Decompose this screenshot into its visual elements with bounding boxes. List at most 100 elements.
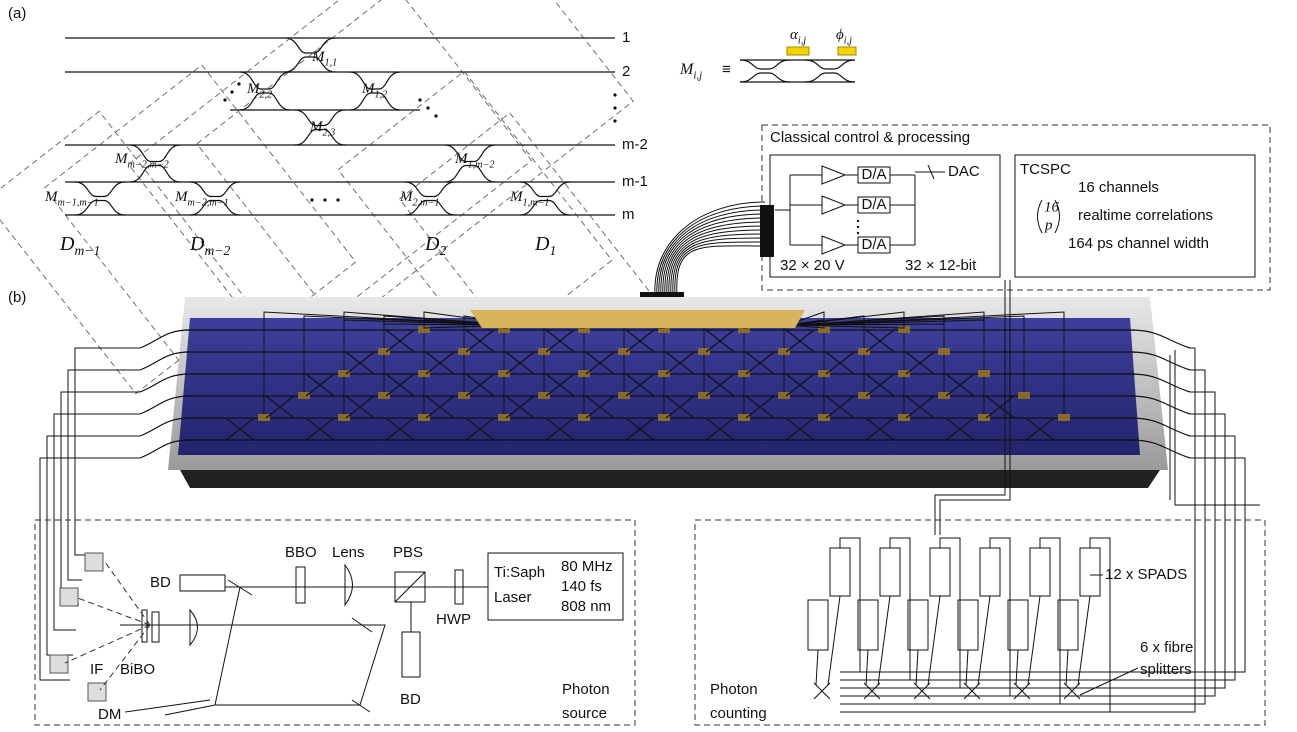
fibre-line xyxy=(60,391,140,606)
ribbon-wire xyxy=(660,213,766,296)
symbol: M xyxy=(44,189,59,205)
chip-coupler xyxy=(265,395,295,419)
ellipsis-dot xyxy=(856,231,860,235)
diagonal-box xyxy=(127,0,533,359)
heater xyxy=(658,370,670,377)
math-label: M2,m−1 xyxy=(399,189,439,208)
beam-dump xyxy=(401,631,421,678)
photon-paths xyxy=(64,561,151,691)
gold-trace xyxy=(786,324,825,329)
label: ≡ xyxy=(722,61,731,78)
symbol: D xyxy=(189,233,205,255)
paren xyxy=(1037,199,1060,234)
subscript: m−2 xyxy=(204,243,230,258)
heater xyxy=(418,370,430,377)
coupler xyxy=(404,181,456,198)
label: Lens xyxy=(332,544,365,561)
crystal xyxy=(295,566,306,604)
subscript: 2 xyxy=(439,243,446,258)
chip-coupler xyxy=(585,395,615,419)
label: 32 × 20 V xyxy=(780,257,845,274)
heater xyxy=(938,348,950,355)
heater xyxy=(738,326,750,333)
ribbon-wire xyxy=(658,209,766,296)
gold-trace xyxy=(343,319,513,370)
coupler xyxy=(804,59,856,70)
symbol: M xyxy=(679,61,695,78)
chip-coupler xyxy=(625,329,655,353)
subscript: 2,3 xyxy=(323,128,336,139)
symbol: M xyxy=(311,49,326,65)
label: 12 x SPADS xyxy=(1105,566,1187,583)
symbol: M xyxy=(399,189,414,205)
fibre-line xyxy=(934,280,1011,535)
label: 6 x fibre xyxy=(1140,639,1193,656)
coupler xyxy=(739,72,791,83)
ellipsis-dot xyxy=(856,225,860,229)
symbol: M xyxy=(361,81,376,97)
detector xyxy=(49,654,69,674)
fibre-line xyxy=(840,457,1246,673)
math-label: M1,2 xyxy=(361,81,387,100)
ribbon-wire xyxy=(662,217,766,296)
panel-label: (a) xyxy=(8,5,26,22)
subscript: m−1 xyxy=(74,243,100,258)
ellipsis-dot xyxy=(613,93,617,97)
chip-coupler xyxy=(545,417,575,441)
phase-shifter xyxy=(786,46,810,56)
coupler xyxy=(239,92,291,111)
splitter xyxy=(1013,537,1061,704)
coupler xyxy=(444,144,496,163)
spad xyxy=(929,547,951,597)
coupler xyxy=(404,199,456,216)
spad xyxy=(879,547,901,597)
gold-trace xyxy=(803,315,1025,392)
decoration xyxy=(0,0,1271,726)
subscript: 1 xyxy=(549,243,556,258)
heater xyxy=(298,392,310,399)
heater xyxy=(378,348,390,355)
heater xyxy=(898,414,910,421)
subscript: m−2,m−2 xyxy=(128,160,169,171)
heater xyxy=(458,392,470,399)
coupler xyxy=(74,199,126,216)
spad xyxy=(1029,547,1051,597)
chip-coupler xyxy=(705,329,735,353)
label: BD xyxy=(150,574,171,591)
coupler xyxy=(804,72,856,83)
fibre-line xyxy=(67,369,140,581)
heater xyxy=(698,392,710,399)
label: p xyxy=(1044,217,1053,233)
fibre xyxy=(1129,373,1191,393)
chip-coupler xyxy=(465,373,495,397)
counting-box xyxy=(694,519,1266,726)
ellipsis-dot xyxy=(310,198,314,202)
math-label: Dm−2 xyxy=(189,233,230,259)
fibre xyxy=(1129,351,1191,371)
math-label: ϕi,j xyxy=(836,27,852,46)
heater xyxy=(1018,392,1030,399)
gold-pads xyxy=(470,310,805,328)
ellipsis-dot xyxy=(613,106,617,110)
label: 140 fs xyxy=(561,578,602,595)
heater xyxy=(498,370,510,377)
chip-coupler xyxy=(625,373,655,397)
symbol: M xyxy=(114,151,129,167)
phase-shifter xyxy=(837,46,857,56)
chip-coupler xyxy=(665,395,695,419)
ellipsis-dot xyxy=(336,198,340,202)
gold-trace xyxy=(799,319,985,370)
label: source xyxy=(562,705,607,722)
fibre-line xyxy=(39,457,140,681)
chip-coupler xyxy=(225,417,255,441)
gold-trace xyxy=(796,315,945,392)
ribbon-wire xyxy=(670,233,766,296)
spad xyxy=(829,547,851,597)
amplifier xyxy=(790,165,858,185)
math-label: M1,m−1 xyxy=(509,189,549,208)
mode-label: m xyxy=(622,206,635,223)
chip-coupler xyxy=(385,417,415,441)
gold-trace xyxy=(796,323,945,348)
spad xyxy=(907,599,929,651)
